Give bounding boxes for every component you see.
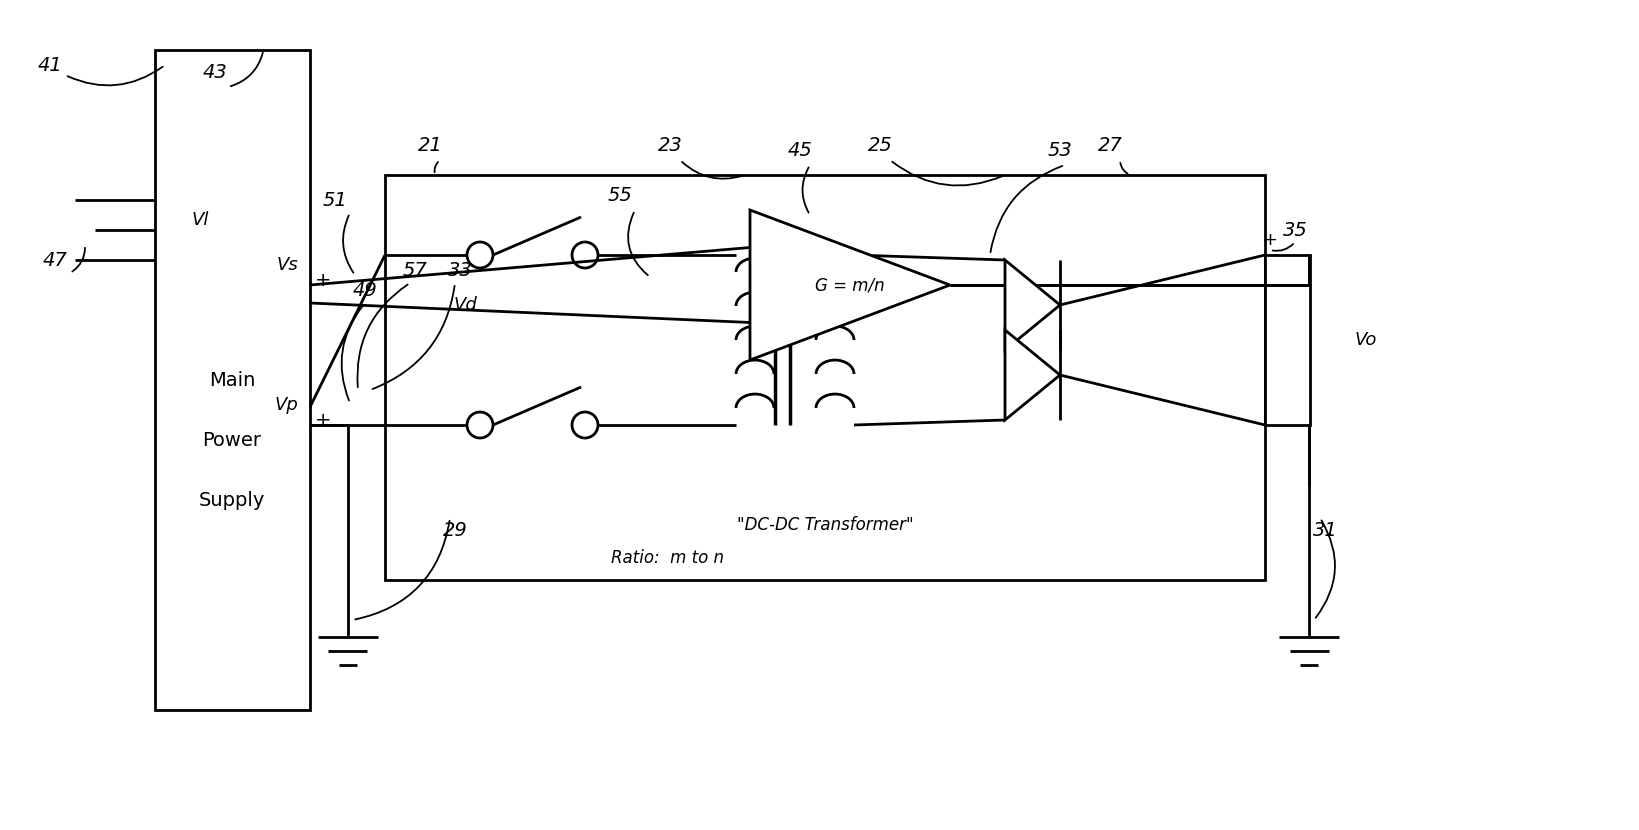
Text: 51: 51: [323, 191, 347, 209]
Text: Main: Main: [208, 370, 256, 389]
Text: 35: 35: [1282, 221, 1306, 240]
Text: 55: 55: [608, 185, 633, 204]
Text: Vo: Vo: [1354, 331, 1377, 349]
Bar: [156, 50, 310, 710]
Text: Vl: Vl: [192, 211, 208, 229]
Text: Ratio:  m to n: Ratio: m to n: [611, 549, 723, 567]
Polygon shape: [1005, 330, 1059, 420]
Text: G = m/n: G = m/n: [815, 276, 885, 294]
Text: 23: 23: [657, 135, 682, 154]
Text: 29: 29: [443, 520, 467, 540]
Text: "DC-DC Transformer": "DC-DC Transformer": [736, 516, 913, 534]
Text: 21: 21: [418, 135, 443, 154]
Polygon shape: [749, 210, 949, 360]
Text: 57: 57: [403, 261, 428, 280]
Text: Vs: Vs: [275, 256, 298, 274]
Text: 45: 45: [787, 140, 811, 159]
Text: +: +: [315, 411, 331, 429]
Text: Supply: Supply: [198, 491, 266, 510]
Text: Vp: Vp: [274, 396, 298, 414]
Text: +: +: [1262, 231, 1277, 249]
Text: 49: 49: [352, 281, 377, 300]
Text: 25: 25: [867, 135, 892, 154]
Polygon shape: [1005, 260, 1059, 350]
Text: 41: 41: [38, 56, 62, 75]
Bar: [1264, 255, 1310, 425]
Text: 53: 53: [1047, 140, 1072, 159]
Text: Power: Power: [202, 431, 261, 450]
Text: 27: 27: [1096, 135, 1121, 154]
Text: Vd: Vd: [452, 296, 477, 314]
Text: 33: 33: [447, 261, 472, 280]
Text: 47: 47: [43, 251, 67, 270]
Text: 43: 43: [203, 62, 228, 81]
Text: 31: 31: [1311, 520, 1336, 540]
Bar: [385, 175, 1264, 580]
Text: +: +: [315, 271, 331, 290]
